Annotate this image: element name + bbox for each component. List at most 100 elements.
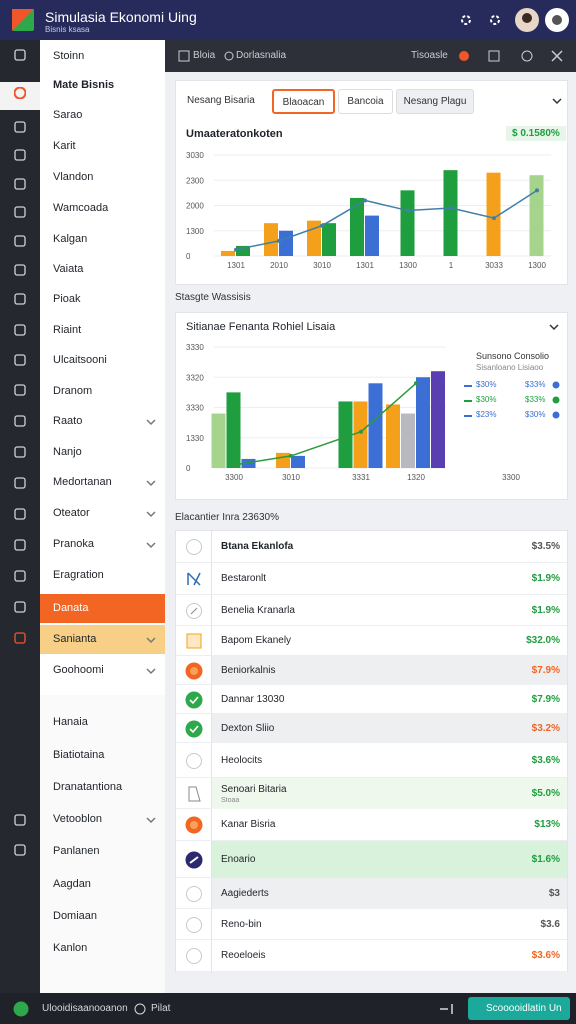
tab[interactable]: Blaoacan bbox=[272, 89, 335, 114]
list-row[interactable]: Bapom Ekanely $32.0% bbox=[176, 626, 567, 656]
row-shade bbox=[212, 878, 567, 909]
sidebar-label: Dranom bbox=[53, 385, 93, 397]
sidebar-label: Eragration bbox=[53, 569, 104, 581]
legend-dot-shape bbox=[552, 411, 560, 419]
legend-dot bbox=[552, 381, 560, 389]
sidebar-item[interactable]: Medortanan bbox=[40, 468, 165, 497]
sidebar: Stoinn Mate Bisnis Sarao Karit Vlandon Wamcoa… bbox=[40, 40, 165, 993]
list-row[interactable]: Heolocits $3.6% bbox=[176, 743, 567, 778]
strip-icon bbox=[14, 477, 26, 489]
list-row[interactable]: Benelia Kranarla $1.9% bbox=[176, 595, 567, 626]
grid-icon bbox=[461, 15, 471, 25]
bar bbox=[338, 401, 353, 468]
sidebar-item[interactable]: Raato bbox=[40, 407, 165, 436]
sidebar-label: Dranatantiona bbox=[53, 781, 123, 793]
sidebar-item[interactable]: Dranatantiona bbox=[40, 773, 165, 802]
sidebar-item[interactable]: Goohoomi bbox=[40, 656, 165, 685]
sidebar-item[interactable]: Vlandon bbox=[40, 163, 165, 192]
legend-swatch bbox=[464, 400, 472, 402]
footer-icon-shape bbox=[13, 1001, 29, 1017]
list-row[interactable]: Bestaronlt $1.9% bbox=[176, 563, 567, 595]
list-row[interactable]: Senoari Bitaria Stoaa $5.0% bbox=[176, 778, 567, 809]
section-label: Stasgte Wassisis bbox=[175, 292, 251, 303]
card: Sitianae Fenanta Rohiel Lisaia 3330 3320 33… bbox=[175, 312, 568, 500]
sidebar-label: Vlandon bbox=[53, 171, 94, 183]
sidebar-item[interactable]: Stoinn bbox=[40, 42, 165, 71]
sidebar-item[interactable]: Aagdan bbox=[40, 870, 165, 899]
row-value: $3.6% bbox=[531, 950, 560, 961]
strip-icon bbox=[14, 601, 26, 613]
chevron-path bbox=[146, 668, 156, 675]
chart-title: Sitianae Fenanta Rohiel Lisaia bbox=[186, 321, 336, 333]
trend-point bbox=[492, 216, 496, 221]
bar bbox=[322, 223, 336, 256]
sidebar-item[interactable]: Karit bbox=[40, 132, 165, 161]
bar bbox=[386, 404, 400, 468]
sidebar-label: Riaint bbox=[53, 324, 82, 336]
toolbar-icons bbox=[178, 50, 563, 62]
sidebar-item[interactable]: Wamcoada bbox=[40, 194, 165, 223]
list-row[interactable]: Kanar Bisria $13% bbox=[176, 809, 567, 841]
row-label: Enoario bbox=[221, 853, 256, 865]
sidebar-item[interactable]: Sanianta bbox=[40, 625, 165, 654]
row-label: Kanar Bisria bbox=[221, 819, 276, 830]
bar bbox=[401, 413, 415, 468]
sidebar-item[interactable]: Kalgan bbox=[40, 225, 165, 254]
sidebar-item[interactable]: Vaiata bbox=[40, 255, 165, 284]
toolbar-item[interactable]: Dorlasnalia bbox=[236, 50, 287, 61]
sidebar-item[interactable]: Eragration bbox=[40, 561, 165, 590]
bar bbox=[350, 197, 364, 256]
sidebar-item[interactable]: Riaint bbox=[40, 316, 165, 345]
list-row[interactable]: Dannar 13030 $7.9% bbox=[176, 685, 567, 714]
sidebar-item[interactable]: Oteator bbox=[40, 499, 165, 528]
sidebar-item[interactable]: Pranoka bbox=[40, 530, 165, 559]
trend-point bbox=[234, 247, 238, 252]
bar bbox=[529, 175, 544, 256]
icon-check bbox=[189, 724, 199, 733]
list-row[interactable]: Beniorkalnis $7.9% bbox=[176, 656, 567, 685]
trend-point bbox=[414, 381, 418, 386]
footer-icon bbox=[13, 1001, 29, 1017]
sidebar-item[interactable]: Vetooblon bbox=[40, 805, 165, 834]
trend-point bbox=[406, 208, 410, 213]
toolbar-item[interactable]: Bloia bbox=[193, 50, 216, 61]
strip-icon-shape bbox=[14, 293, 26, 305]
list-row[interactable]: Reno-bin $3.6 bbox=[176, 909, 567, 940]
sidebar-item[interactable]: Sarao bbox=[40, 101, 165, 130]
sidebar-item[interactable]: Danata bbox=[40, 594, 165, 623]
list-row[interactable]: Enoario $1.6% bbox=[176, 841, 567, 878]
icon-shape bbox=[186, 752, 202, 769]
chevron-path bbox=[549, 324, 559, 331]
footer-button[interactable]: Scooooidlatin Un bbox=[468, 997, 570, 1020]
settings-icon bbox=[490, 15, 500, 25]
y-tick-label: 1300 bbox=[186, 227, 204, 236]
row-value: $13% bbox=[534, 819, 560, 830]
sidebar-item[interactable]: Kanlon bbox=[40, 934, 165, 963]
chevron bbox=[146, 668, 156, 675]
x-tick-label: 3331 bbox=[352, 473, 370, 482]
tab[interactable]: Bancoia bbox=[338, 89, 393, 114]
sidebar-item[interactable]: Biatiotaina bbox=[40, 741, 165, 770]
toolbar-item[interactable]: Tisoasle bbox=[411, 50, 448, 61]
sidebar-item[interactable]: Pioak bbox=[40, 285, 165, 314]
strip-icon-shape bbox=[14, 539, 26, 551]
sidebar-item[interactable]: Mate Bisnis bbox=[40, 71, 165, 100]
row-label: Reno-bin bbox=[221, 918, 262, 930]
row-value: $3 bbox=[548, 887, 560, 899]
icon-shape bbox=[187, 572, 201, 586]
list-row[interactable]: Dexton Sliio $3.2% bbox=[176, 714, 567, 743]
sidebar-item[interactable]: Nanjo bbox=[40, 438, 165, 467]
sidebar-item[interactable]: Domiaan bbox=[40, 902, 165, 931]
icon-inner bbox=[190, 607, 198, 614]
sidebar-item[interactable]: Panlanen bbox=[40, 837, 165, 866]
sidebar-item[interactable]: Ulcaitsooni bbox=[40, 346, 165, 375]
list-row[interactable]: Reoeloeis $3.6% bbox=[176, 940, 567, 972]
sidebar-label: Raato bbox=[53, 415, 83, 427]
row-sublabel: Stoaa bbox=[221, 796, 240, 804]
tab[interactable]: Nesang Plagu bbox=[396, 89, 474, 114]
sidebar-item[interactable]: Hanaia bbox=[40, 708, 165, 737]
list-row[interactable]: Aagiederts $3 bbox=[176, 878, 567, 909]
sidebar-item[interactable]: Dranom bbox=[40, 377, 165, 406]
list-row[interactable]: Btana Ekanlofa $3.5% bbox=[176, 531, 567, 563]
